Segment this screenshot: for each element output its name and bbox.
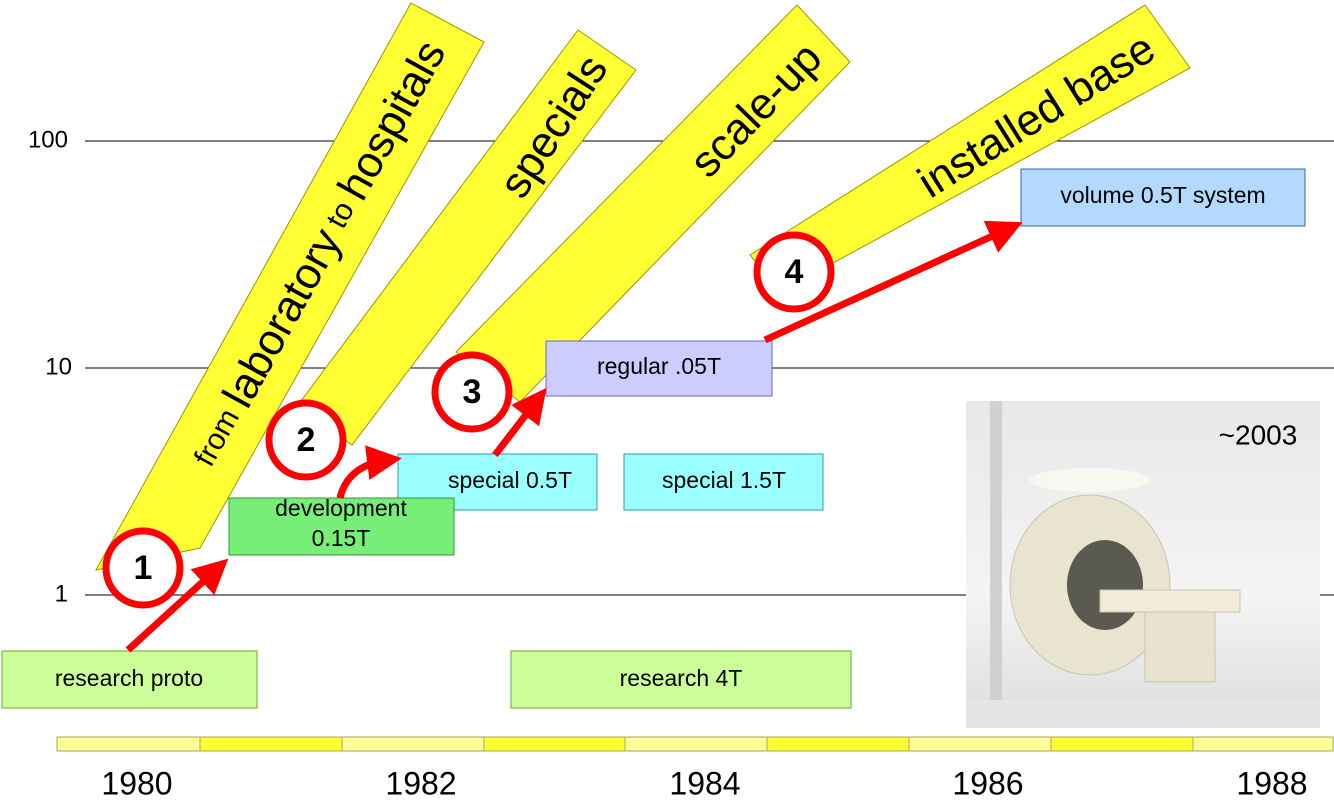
timeline-segment <box>624 736 768 752</box>
timeline-segment <box>341 736 485 752</box>
arrow <box>492 387 547 458</box>
year-label: 1988 <box>1236 765 1307 801</box>
step-number: 1 <box>134 549 153 587</box>
box-label: regular .05T <box>597 353 721 379</box>
step-number: 2 <box>297 421 316 459</box>
step-circle <box>753 231 835 313</box>
timeline-segment <box>56 736 201 752</box>
box-label: special 1.5T <box>662 467 786 493</box>
timeline-segment <box>766 736 910 752</box>
photo <box>966 401 1320 728</box>
box <box>228 497 455 556</box>
box <box>545 340 773 397</box>
box-label: volume 0.5T system <box>1060 182 1265 208</box>
year-label: 1986 <box>952 765 1023 801</box>
box-label: research 4T <box>620 665 743 691</box>
arrow <box>763 220 1023 344</box>
box <box>397 453 598 511</box>
box-label: 0.15T <box>312 525 371 551</box>
step-circle <box>265 399 347 481</box>
y-label: 100 <box>28 126 68 153</box>
timeline-segment <box>199 736 343 752</box>
year-label: 1980 <box>101 765 172 801</box>
y-label: 1 <box>55 580 68 607</box>
step-number: 4 <box>785 253 804 291</box>
timeline-segment <box>483 736 626 752</box>
box-label: research proto <box>55 665 203 691</box>
box <box>623 453 824 511</box>
box <box>1020 168 1306 227</box>
year-label: 1982 <box>385 765 456 801</box>
timeline-segment <box>1050 736 1194 752</box>
photo-caption: ~2003 <box>1219 419 1298 450</box>
timeline-segment <box>908 736 1052 752</box>
year-label: 1984 <box>669 765 740 801</box>
step-circle <box>102 527 184 609</box>
step-circle <box>431 351 513 433</box>
box-label: development <box>275 495 407 521</box>
y-label: 10 <box>45 353 72 380</box>
box <box>510 650 852 709</box>
arrow <box>336 445 402 499</box>
timeline-segment <box>1192 736 1334 752</box>
box <box>1 650 258 709</box>
step-number: 3 <box>463 373 482 411</box>
box-label: special 0.5T <box>448 467 572 493</box>
arrow <box>125 558 229 653</box>
